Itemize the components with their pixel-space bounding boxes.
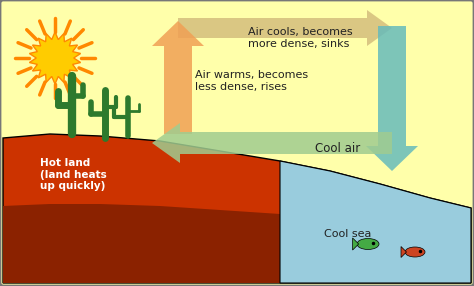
Ellipse shape xyxy=(357,239,379,249)
Polygon shape xyxy=(366,26,418,171)
Text: Air warms, becomes
less dense, rises: Air warms, becomes less dense, rises xyxy=(195,70,308,92)
Polygon shape xyxy=(353,238,359,250)
Text: Cool air: Cool air xyxy=(315,142,361,154)
Polygon shape xyxy=(178,10,392,46)
Polygon shape xyxy=(152,123,392,163)
Ellipse shape xyxy=(405,247,425,257)
Polygon shape xyxy=(29,32,81,84)
Polygon shape xyxy=(401,247,407,257)
Text: Hot land
(land heats
up quickly): Hot land (land heats up quickly) xyxy=(40,158,107,191)
Polygon shape xyxy=(3,134,471,283)
Text: Air cools, becomes
more dense, sinks: Air cools, becomes more dense, sinks xyxy=(248,27,353,49)
Polygon shape xyxy=(280,161,471,283)
Polygon shape xyxy=(3,204,471,283)
Polygon shape xyxy=(152,21,204,134)
Text: Cool sea: Cool sea xyxy=(324,229,372,239)
